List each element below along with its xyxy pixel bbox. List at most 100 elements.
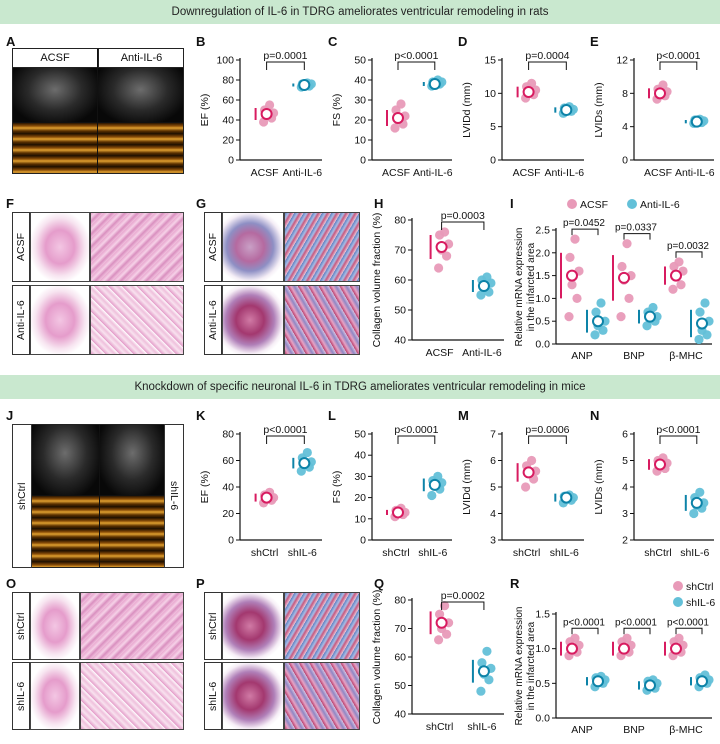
significance-bracket xyxy=(441,221,485,230)
group-1-mean-marker xyxy=(566,269,578,282)
row-label-acsf-he: ACSF xyxy=(12,212,30,282)
x-tick-label: shIL-6 xyxy=(550,547,579,559)
p-value-label: p<0.0001 xyxy=(615,617,657,628)
group-2-mean-marker xyxy=(298,457,311,470)
he-lowmag-acsf xyxy=(30,212,90,282)
significance-bracket xyxy=(571,627,599,635)
group-2-mean-marker xyxy=(696,675,708,688)
y-tick-label: 30 xyxy=(354,95,366,107)
group-2-point xyxy=(700,298,710,308)
chart-mrna-rat: 0.0 0.5 1.0 1.5 2.0 2.5 Relative mRNA expressi… xyxy=(514,199,714,362)
group-1-mean-marker xyxy=(670,269,682,282)
y-tick-label: 60 xyxy=(394,652,406,664)
panel-label-i: I xyxy=(510,196,514,211)
group-2-point xyxy=(689,508,699,519)
panel-label-j: J xyxy=(6,408,14,423)
group-2-mean-marker xyxy=(644,679,656,692)
significance-bracket xyxy=(266,61,305,70)
top-banner: Downregulation of IL-6 in TDRG ameliorat… xyxy=(0,0,720,24)
group-1-point xyxy=(434,635,444,645)
significance-bracket xyxy=(266,435,305,444)
y-tick-label: 2.5 xyxy=(535,225,550,237)
panel-label-f: F xyxy=(6,196,14,211)
x-tick-label: Anti-IL-6 xyxy=(282,167,322,179)
he-highmag-shil6 xyxy=(80,662,184,730)
x-tick-label: ACSF xyxy=(382,167,410,179)
group-1-point xyxy=(668,284,678,294)
group-2-mean-marker xyxy=(644,310,656,323)
chart-lvidd-rat: 0 5 10 15 LVIDd (mm) ACSF Anti-IL-6 p=0.0004 xyxy=(461,50,584,179)
y-tick-label: 1.0 xyxy=(535,643,550,655)
group-1-point xyxy=(674,633,684,643)
chart-lvidd-mouse: 3 4 5 6 7 LVIDd (mm) shCtrl shIL-6 p=0.0006 xyxy=(461,424,584,559)
y-tick-label: 0 xyxy=(228,535,234,547)
y-tick-label: 3 xyxy=(622,508,628,520)
y-tick-label: 70 xyxy=(394,623,406,635)
group-2-point xyxy=(477,658,487,668)
group-1-point xyxy=(435,609,445,619)
y-tick-label: 20 xyxy=(222,135,234,147)
echo-mmode-shctrl xyxy=(31,496,99,567)
group-2-point xyxy=(476,686,486,696)
p-value-label: p=0.0002 xyxy=(441,590,485,602)
row-label-anti-il6-masson: Anti-IL-6 xyxy=(204,285,222,355)
panel-label-a: A xyxy=(6,34,16,49)
y-tick-label: 0 xyxy=(360,535,366,547)
y-tick-label: 5 xyxy=(622,455,628,467)
group-2-point xyxy=(695,307,705,317)
y-axis-label: EF (%) xyxy=(199,471,211,504)
x-tick-label: ACSF xyxy=(426,347,454,359)
y-tick-label: 1.0 xyxy=(535,293,550,305)
he-lowmag-shil6 xyxy=(30,662,80,730)
group-1-point xyxy=(564,312,574,322)
p-value-label: p<0.0001 xyxy=(263,424,307,436)
group-1-point xyxy=(440,601,450,611)
he-highmag-shctrl xyxy=(80,592,184,660)
group-1-point xyxy=(570,633,580,643)
y-axis-label: Relative mRNA expression xyxy=(514,228,525,347)
group-1-mean-marker xyxy=(435,616,448,629)
legend-label: shCtrl xyxy=(686,581,713,593)
group-2-point xyxy=(695,487,705,497)
p-value-label: p=0.0001 xyxy=(263,50,307,62)
group-2-mean-marker xyxy=(428,78,441,90)
p-value-label: p=0.0337 xyxy=(615,223,657,234)
y-tick-label: 2.0 xyxy=(535,247,550,259)
panel-label-n: N xyxy=(590,408,600,423)
y-tick-label: 40 xyxy=(222,115,234,127)
group-1-point xyxy=(622,239,632,249)
y-tick-label: 0.0 xyxy=(535,713,550,725)
row-label-shctrl-masson: shCtrl xyxy=(204,592,222,660)
echo-bmode-shctrl xyxy=(31,425,99,495)
y-tick-label: 40 xyxy=(394,335,406,347)
chart-lvids-rat: 0 4 8 12 LVIDs (mm) ACSF Anti-IL-6 p<0.0001 xyxy=(593,50,715,179)
panel-label-h: H xyxy=(374,196,384,211)
chart-collagen-rat: 40 50 60 70 80 Collagen volume fraction (%) AC… xyxy=(371,210,504,359)
y-tick-label: 6 xyxy=(622,429,628,441)
echo-label-anti-il6: Anti-IL-6 xyxy=(98,49,183,68)
y-tick-label: 0 xyxy=(490,155,496,167)
chart-ef-mouse: 0 20 40 60 80 EF (%) shCtrl shIL-6 p<0.0001 xyxy=(199,424,322,559)
y-tick-label: 15 xyxy=(484,55,496,67)
y-axis-label: in the infarcted area xyxy=(526,621,537,710)
group-1-point xyxy=(572,293,582,303)
panel-label-g: G xyxy=(196,196,207,211)
x-tick-label: shCtrl xyxy=(251,547,278,559)
y-axis-label: in the infarcted area xyxy=(526,242,537,331)
significance-bracket xyxy=(675,627,703,635)
significance-bracket xyxy=(528,61,567,70)
group-2-point xyxy=(694,334,704,345)
p-value-label: p=0.0032 xyxy=(667,241,709,252)
group-1-point xyxy=(624,293,634,303)
y-axis-label: FS (%) xyxy=(331,471,343,504)
y-axis-label: LVIDd (mm) xyxy=(461,82,473,138)
group-1-mean-marker xyxy=(392,112,404,124)
x-tick-label: ACSF xyxy=(644,167,672,179)
x-tick-label: Anti-IL-6 xyxy=(675,167,715,179)
x-tick-label: shCtrl xyxy=(644,547,671,559)
y-tick-label: 50 xyxy=(354,429,366,441)
significance-bracket xyxy=(397,61,436,70)
y-tick-label: 4 xyxy=(622,482,628,494)
p-value-label: p<0.0001 xyxy=(563,617,605,628)
group-2-mean-marker xyxy=(428,478,441,491)
